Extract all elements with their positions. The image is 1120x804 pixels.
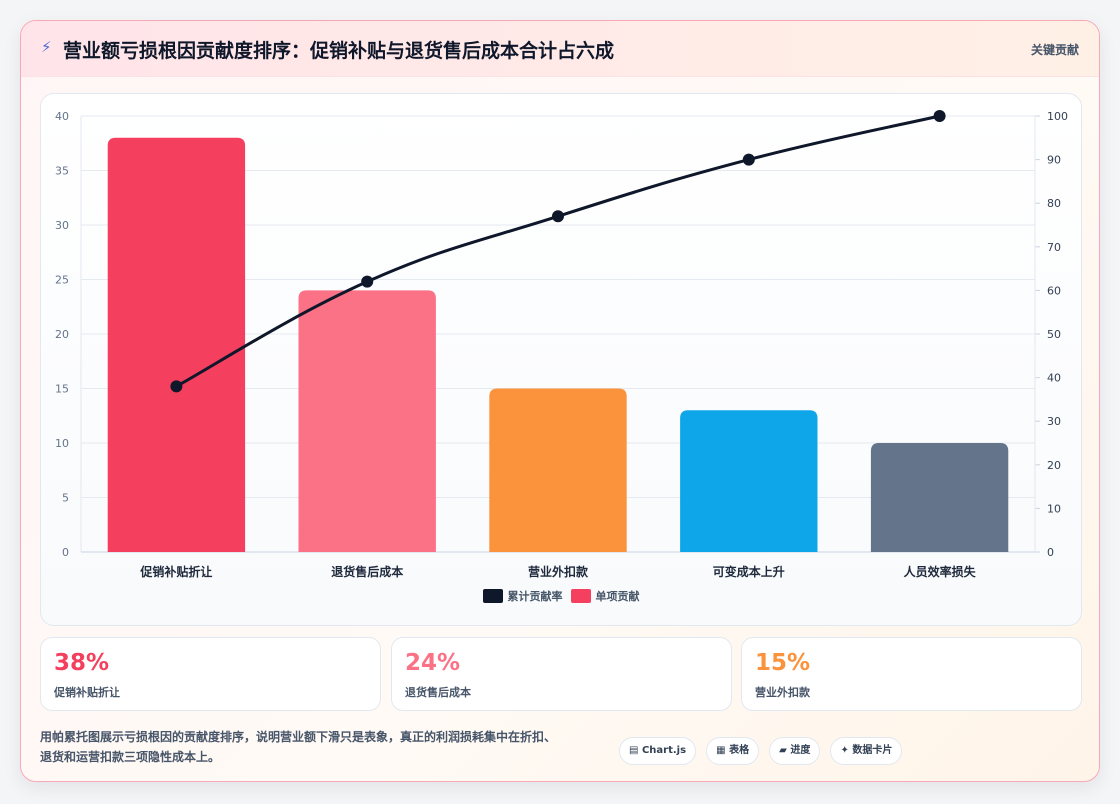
cumulative-point-1 bbox=[170, 380, 183, 393]
lightning-icon: ⚡ bbox=[41, 38, 52, 56]
y-right-tick-label: 0 bbox=[1047, 546, 1054, 559]
data-card-icon: ✦ bbox=[840, 745, 849, 756]
cumulative-point-2 bbox=[361, 275, 374, 288]
legend-swatch bbox=[570, 589, 591, 603]
x-tick-label: 退货售后成本 bbox=[331, 564, 403, 579]
stat-card-2: 24% 退货售后成本 bbox=[391, 637, 732, 711]
pareto-chart: 0 5 10 15 20 25 30 35 40 0 10 20 30 40 50 60 70 80 90 100 促销… bbox=[55, 110, 1068, 579]
y-right-tick-label: 10 bbox=[1047, 502, 1061, 515]
legend-label: 单项贡献 bbox=[595, 590, 640, 603]
page-title: 营业额亏损根因贡献度排序：促销补贴与退货售后成本合计占六成 bbox=[63, 40, 615, 62]
y-left-tick-label: 10 bbox=[55, 437, 69, 450]
x-tick-label: 人员效率损失 bbox=[904, 564, 977, 579]
x-tick-label: 可变成本上升 bbox=[713, 564, 785, 579]
stat-value: 15% bbox=[755, 650, 811, 676]
cumulative-point-5 bbox=[933, 110, 946, 122]
report-card: ⚡ 营业额亏损根因贡献度排序：促销补贴与退货售后成本合计占六成 关键贡献 0 5 1… bbox=[20, 20, 1100, 782]
feature-chips: ▤ Chart.js ▦ 表格 ▰ 进度 ✦ 数据卡片 bbox=[619, 737, 907, 765]
chip-table[interactable]: ▦ 表格 bbox=[706, 737, 760, 765]
legend-swatch bbox=[482, 589, 503, 603]
y-left-tick-label: 35 bbox=[55, 165, 69, 178]
progress-icon: ▰ bbox=[779, 745, 787, 756]
chart-legend: 累计贡献率 单项贡献 bbox=[41, 588, 1081, 606]
header-tag: 关键贡献 bbox=[1030, 43, 1079, 57]
y-left-tick-label: 30 bbox=[55, 219, 69, 232]
y-left-tick-label: 20 bbox=[55, 328, 69, 341]
cumulative-point-4 bbox=[742, 153, 755, 166]
stat-value: 38% bbox=[54, 650, 110, 676]
cumulative-line bbox=[175, 114, 940, 388]
y-right-tick-label: 60 bbox=[1047, 284, 1061, 297]
y-left-tick-label: 5 bbox=[62, 492, 69, 505]
stat-label: 营业外扣款 bbox=[755, 686, 810, 699]
x-tick-label: 促销补贴折让 bbox=[139, 564, 212, 579]
y-left-tick-label: 40 bbox=[55, 110, 69, 123]
y-left-tick-label: 15 bbox=[55, 383, 69, 396]
description-line: 退货和运营扣款三项隐性成本上。 bbox=[40, 750, 221, 764]
bar-5 bbox=[870, 443, 1009, 552]
y-right-tick-label: 30 bbox=[1047, 415, 1061, 428]
legend-label: 累计贡献率 bbox=[507, 590, 563, 603]
cumulative-point-3 bbox=[552, 210, 564, 223]
y-left-tick-label: 0 bbox=[62, 546, 69, 559]
stat-card-3: 15% 营业外扣款 bbox=[741, 637, 1082, 711]
y-right-tick-label: 100 bbox=[1047, 110, 1068, 123]
stat-label: 促销补贴折让 bbox=[54, 686, 120, 699]
y-right-tick-label: 90 bbox=[1047, 154, 1061, 167]
legend-item[interactable]: 累计贡献率 bbox=[482, 588, 563, 604]
stat-label: 退货售后成本 bbox=[405, 686, 471, 699]
chip-data-card[interactable]: ✦ 数据卡片 bbox=[830, 737, 903, 765]
table-icon: ▦ bbox=[716, 745, 726, 756]
card-header: ⚡ 营业额亏损根因贡献度排序：促销补贴与退货售后成本合计占六成 关键贡献 bbox=[21, 21, 1099, 77]
chip-progress[interactable]: ▰ 进度 bbox=[769, 737, 821, 765]
legend-item[interactable]: 单项贡献 bbox=[570, 588, 640, 604]
chart-library-icon: ▤ bbox=[629, 745, 639, 756]
y-right-tick-label: 50 bbox=[1047, 328, 1061, 341]
stat-value: 24% bbox=[405, 650, 461, 676]
bar-4 bbox=[680, 410, 818, 552]
x-tick-label: 营业外扣款 bbox=[528, 564, 589, 579]
pareto-chart-panel: 0 5 10 15 20 25 30 35 40 0 10 20 30 40 50 60 70 80 90 100 促销… bbox=[40, 93, 1082, 626]
stat-card-1: 38% 促销补贴折让 bbox=[40, 637, 381, 711]
y-right-tick-label: 40 bbox=[1047, 372, 1061, 385]
bar-1 bbox=[107, 137, 246, 553]
y-right-tick-label: 70 bbox=[1047, 241, 1061, 254]
chart-description: 用帕累托图展示亏损根因的贡献度排序，说明营业额下滑只是表象，真正的利润损耗集中在… bbox=[40, 727, 600, 767]
y-right-tick-label: 80 bbox=[1047, 197, 1061, 210]
y-left-tick-label: 25 bbox=[55, 274, 69, 287]
description-line: 用帕累托图展示亏损根因的贡献度排序，说明营业额下滑只是表象，真正的利润损耗集中在… bbox=[40, 730, 557, 744]
bar-3 bbox=[489, 388, 627, 552]
bar-2 bbox=[298, 290, 436, 552]
chip-chartjs[interactable]: ▤ Chart.js bbox=[619, 737, 697, 765]
y-right-tick-label: 20 bbox=[1047, 459, 1061, 472]
